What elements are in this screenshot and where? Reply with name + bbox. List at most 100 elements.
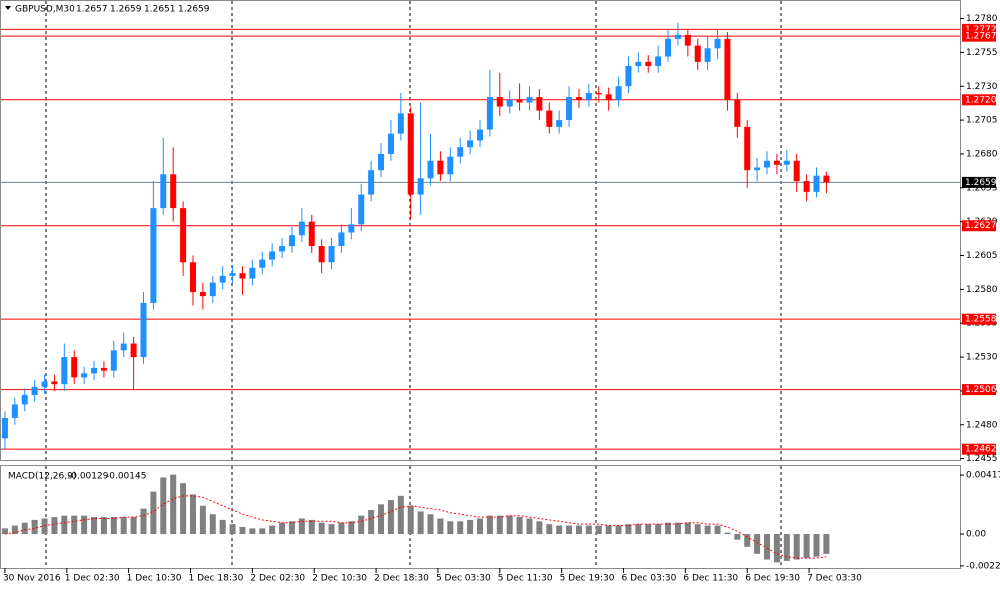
symbol-title: GBPUSD,M30	[15, 5, 75, 15]
candle-body	[704, 48, 711, 62]
candle-body	[110, 350, 117, 371]
candle-body	[684, 34, 691, 46]
macd-bar	[180, 483, 187, 535]
macd-bar	[269, 525, 276, 535]
candle-body	[694, 45, 701, 62]
x-tick-label: 1 Dec 18:30	[189, 574, 244, 584]
x-tick-label: 6 Dec 19:30	[745, 574, 800, 584]
candle-body	[338, 232, 345, 247]
macd-bar	[140, 508, 147, 535]
last-bar-value: 1.2659	[178, 5, 210, 15]
level-label: 1.2767	[965, 32, 997, 42]
macd-bar	[328, 524, 335, 535]
candle-body	[506, 99, 513, 107]
macd-bar	[199, 505, 206, 535]
candle-body	[536, 97, 543, 111]
level-label-box	[962, 94, 996, 106]
macd-bar	[684, 522, 691, 535]
candle-body	[61, 357, 68, 385]
candle-body	[189, 262, 196, 293]
macd-bar	[61, 515, 68, 535]
candle-body	[575, 97, 582, 100]
level-label: 1.2772	[965, 25, 997, 35]
candle-body	[566, 97, 573, 121]
macd-bar	[407, 505, 414, 535]
candle-body	[645, 61, 652, 66]
candle-body	[51, 381, 58, 385]
macd-bar	[506, 515, 513, 535]
macd-bar	[556, 525, 563, 535]
candle-body	[486, 97, 493, 130]
candle-body	[724, 38, 731, 100]
candle-body	[734, 99, 741, 127]
macd-bar	[378, 504, 385, 535]
candle-body	[81, 373, 88, 378]
y-tick-label: 1.2755	[966, 48, 998, 58]
x-tick-label: 5 Dec 03:30	[436, 574, 491, 584]
macd-bar	[764, 534, 771, 560]
macd-bar	[566, 525, 573, 535]
y-tick-label: 1.2580	[966, 285, 998, 295]
macd-bar	[219, 519, 226, 535]
candle-body	[288, 235, 295, 247]
candle-body	[773, 160, 780, 165]
level-label-box	[962, 220, 996, 232]
macd-bar	[71, 515, 78, 535]
level-label-box	[962, 443, 996, 455]
x-tick-label: 1 Dec 10:30	[127, 574, 182, 584]
candle-body	[467, 140, 474, 148]
candle-body	[397, 113, 404, 134]
candle-body	[199, 292, 206, 297]
macd-bar	[91, 517, 98, 535]
candle-body	[803, 181, 810, 192]
candle-body	[219, 275, 226, 283]
x-tick-label: 2 Dec 18:30	[374, 574, 429, 584]
candle-body	[615, 86, 622, 100]
candle-body	[91, 367, 98, 374]
candle-body	[41, 381, 48, 387]
macd-bar	[803, 534, 810, 559]
macd-bar	[51, 517, 58, 535]
macd-bar	[150, 491, 157, 535]
x-tick-label: 7 Dec 03:30	[807, 574, 862, 584]
macd-current: -0.00129	[68, 472, 109, 482]
macd-bar	[437, 518, 444, 535]
macd-bar	[11, 525, 18, 535]
macd-bar	[170, 474, 177, 535]
candle-body	[348, 224, 355, 233]
macd-bar	[496, 515, 503, 535]
macd-bar	[41, 518, 48, 535]
y-tick-label: 0.00	[966, 530, 986, 540]
macd-bar	[645, 524, 652, 535]
level-label: 1.2627	[965, 221, 997, 231]
candle-body	[605, 94, 612, 100]
macd-bar	[160, 477, 167, 535]
menu-triangle[interactable]	[5, 6, 11, 10]
macd-title: MACD(12,26,9)	[8, 472, 76, 482]
candle-body	[120, 343, 127, 351]
macd-pane	[0, 465, 961, 569]
candle-body	[477, 129, 483, 141]
candle-body	[813, 175, 820, 192]
macd-bar	[417, 511, 424, 535]
candle-body	[417, 178, 424, 195]
candle-body	[783, 160, 790, 165]
candle-body	[655, 56, 662, 66]
candle-body	[387, 133, 394, 154]
macd-bar	[813, 534, 820, 557]
macd-bar	[249, 528, 256, 535]
candle-body	[437, 160, 444, 175]
macd-bar	[467, 519, 474, 535]
macd-bar	[635, 524, 642, 535]
candle-body	[635, 61, 642, 66]
x-tick-label: 6 Dec 11:30	[683, 574, 738, 584]
candle-body	[21, 395, 28, 405]
macd-bar	[110, 517, 117, 535]
y-tick-label: 1.2480	[966, 420, 998, 430]
candle-body	[674, 34, 681, 39]
candle-body	[308, 221, 315, 247]
level-label: 1.2506	[965, 385, 997, 395]
candle-body	[625, 65, 632, 87]
macd-bar	[625, 524, 632, 535]
